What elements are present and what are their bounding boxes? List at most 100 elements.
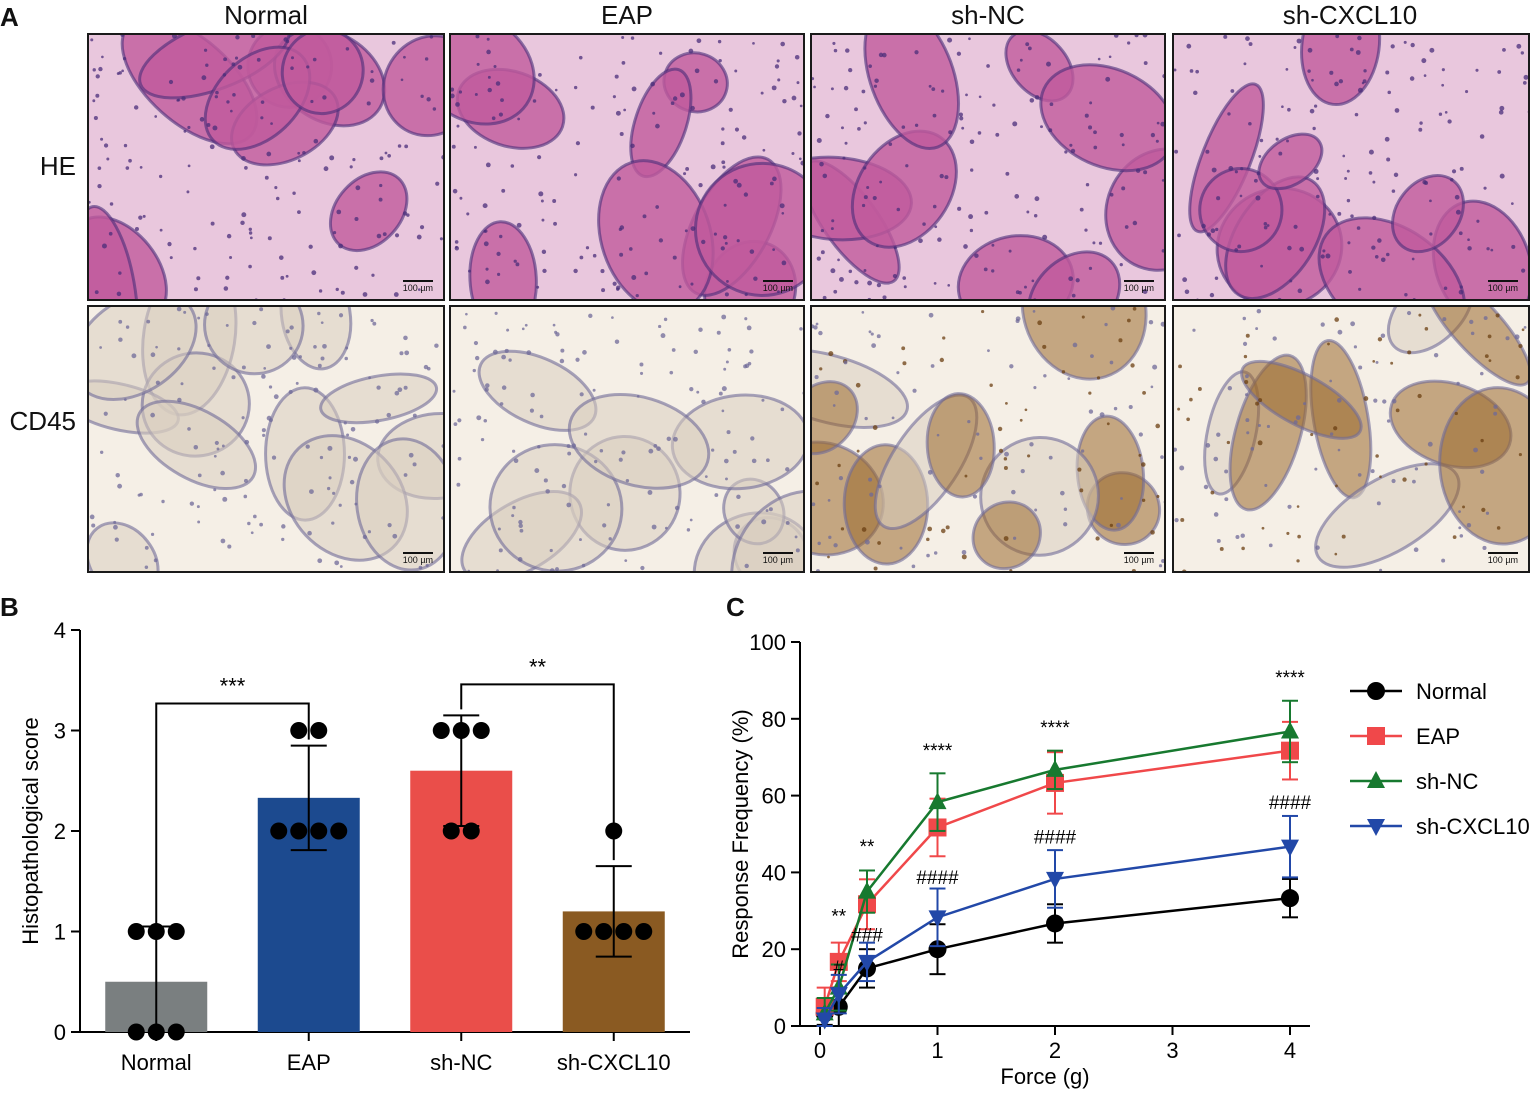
significance-label: # (834, 958, 845, 979)
nucleus (1099, 412, 1105, 418)
nucleus (618, 457, 623, 462)
nucleus (1390, 361, 1394, 365)
nucleus (736, 182, 742, 188)
nucleus (922, 222, 926, 226)
nucleus (1297, 534, 1301, 539)
nucleus (814, 375, 819, 380)
nucleus (1024, 285, 1027, 289)
nucleus (1480, 438, 1484, 443)
nucleus (268, 385, 273, 389)
nucleus (843, 360, 848, 365)
nucleus (901, 346, 906, 351)
nucleus (986, 64, 990, 68)
nucleus (541, 249, 547, 254)
nucleus (354, 502, 358, 506)
nucleus (313, 138, 319, 144)
nucleus (270, 122, 273, 125)
nucleus (817, 541, 821, 546)
nucleus (1257, 424, 1261, 428)
nucleus (639, 362, 644, 367)
nucleus (574, 173, 578, 177)
nucleus (223, 286, 229, 291)
nucleus (1241, 546, 1245, 551)
scale-bar-label: 100 µm (762, 555, 793, 565)
nucleus (1483, 316, 1488, 321)
nucleus (187, 164, 191, 168)
nucleus (1510, 202, 1514, 205)
nucleus (1424, 327, 1429, 331)
nucleus (501, 385, 507, 390)
nucleus (1499, 173, 1505, 179)
nucleus (150, 532, 155, 537)
scale-bar-line (1487, 280, 1518, 282)
nucleus (259, 522, 263, 527)
nucleus (1307, 47, 1313, 53)
nucleus (454, 240, 459, 244)
nucleus (733, 178, 738, 184)
nucleus (1423, 74, 1427, 77)
nucleus (1349, 47, 1354, 52)
nucleus (933, 551, 938, 555)
nucleus (1020, 468, 1025, 474)
nucleus (585, 246, 590, 250)
nucleus (1242, 316, 1247, 321)
nucleus (1402, 477, 1407, 482)
nucleus (721, 386, 727, 392)
nucleus (1341, 534, 1346, 539)
nucleus (244, 166, 248, 170)
nucleus (1245, 418, 1250, 423)
nucleus (193, 287, 198, 292)
line-chart: 0 20 40 60 80 100 0 1 2 3 4 Response Frequency (%) F… (728, 630, 1530, 1089)
nucleus (1135, 168, 1141, 173)
nucleus (133, 105, 139, 110)
nucleus (1162, 74, 1164, 79)
nucleus (1042, 234, 1048, 240)
nucleus (673, 436, 678, 442)
nucleus (963, 244, 968, 249)
nucleus (150, 412, 155, 418)
nucleus (492, 349, 498, 355)
nucleus (1336, 398, 1342, 403)
nucleus (336, 209, 342, 215)
nucleus (914, 123, 919, 127)
nucleus (630, 36, 635, 40)
nucleus (777, 78, 781, 82)
nucleus (573, 268, 578, 274)
nucleus (403, 385, 408, 390)
nucleus (297, 151, 301, 155)
nucleus (902, 276, 907, 280)
nucleus (92, 68, 96, 72)
nucleus (538, 73, 542, 77)
nucleus (1071, 293, 1076, 298)
nucleus (1482, 545, 1487, 550)
nucleus (441, 155, 443, 160)
gland (1422, 307, 1528, 387)
nucleus (207, 343, 211, 348)
nucleus (1427, 441, 1433, 447)
nucleus (701, 239, 706, 245)
nucleus (496, 251, 501, 256)
nucleus (1256, 171, 1261, 176)
scale-bar-line (1487, 552, 1518, 554)
nucleus (212, 366, 216, 370)
nucleus (559, 358, 565, 364)
nucleus (1068, 276, 1073, 282)
nucleus (1377, 337, 1383, 342)
nucleus (526, 350, 532, 356)
nucleus (128, 158, 132, 163)
micrograph-cd45-sh-nc: 100 µm (810, 305, 1166, 573)
nucleus (1014, 194, 1020, 199)
data-point (635, 923, 653, 940)
nucleus (486, 49, 491, 55)
micrograph-cd45-normal: 100 µm (87, 305, 445, 573)
nucleus (1523, 74, 1528, 80)
nucleus (353, 456, 358, 462)
nucleus (868, 330, 872, 334)
nucleus (515, 262, 520, 267)
nucleus (1095, 536, 1100, 541)
nucleus (893, 246, 897, 250)
nucleus (1467, 238, 1470, 242)
nucleus (543, 478, 548, 483)
data-point (270, 822, 288, 840)
nucleus (1113, 406, 1118, 411)
